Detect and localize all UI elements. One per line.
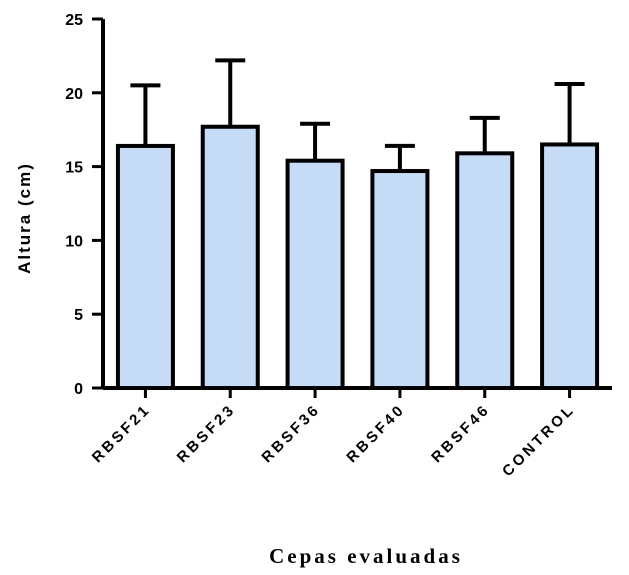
- x-axis: RBSF21 RBSF23 RBSF36 RBSF40 RBSF46 CONTROL: [89, 386, 612, 480]
- y-tick-label-25: 25: [65, 12, 83, 29]
- y-axis: 0 5 10 15 20 25: [65, 12, 105, 398]
- bar-rbsf23: [200, 124, 260, 391]
- y-axis-label: Altura (cm): [15, 162, 34, 274]
- x-axis-label: Cepas evaluadas: [269, 544, 463, 568]
- y-tick-label-0: 0: [74, 381, 83, 398]
- x-tick-label-rbsf46: RBSF46: [428, 401, 493, 466]
- bar-control: [540, 142, 600, 390]
- bar-rbsf40: [370, 169, 430, 390]
- y-tick-label-10: 10: [65, 233, 83, 250]
- bar-rbsf46: [455, 151, 515, 390]
- bars-layer: [115, 58, 600, 391]
- x-tick-label-rbsf36: RBSF36: [258, 401, 323, 466]
- x-tick-label-rbsf23: RBSF23: [174, 401, 239, 466]
- x-tick-label-rbsf21: RBSF21: [89, 401, 154, 466]
- x-tick-label-control: CONTROL: [499, 401, 578, 480]
- y-tick-label-5: 5: [74, 307, 83, 324]
- y-tick-label-15: 15: [65, 160, 83, 177]
- x-tick-label-rbsf40: RBSF40: [343, 401, 408, 466]
- y-tick-label-20: 20: [65, 86, 83, 103]
- bar-rbsf21: [115, 143, 175, 390]
- bar-rbsf36: [285, 158, 345, 390]
